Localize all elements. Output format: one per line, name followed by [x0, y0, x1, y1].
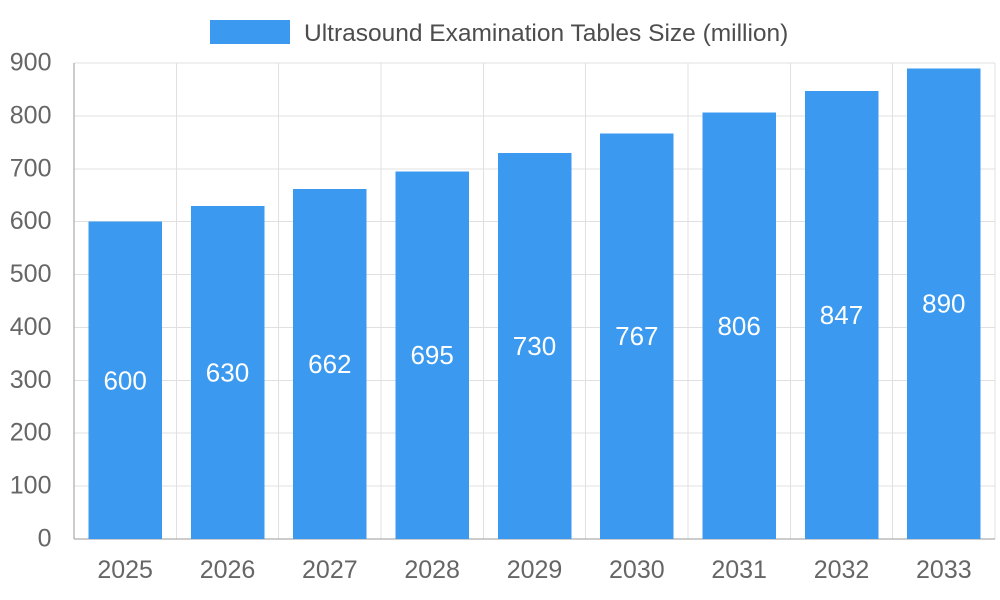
svg-text:2029: 2029 [507, 556, 563, 584]
svg-text:400: 400 [10, 313, 52, 341]
svg-text:806: 806 [717, 311, 760, 341]
svg-text:2032: 2032 [814, 556, 870, 584]
svg-text:767: 767 [615, 321, 658, 351]
svg-text:700: 700 [10, 154, 52, 182]
svg-text:600: 600 [103, 366, 146, 396]
svg-text:730: 730 [513, 331, 556, 361]
svg-text:2031: 2031 [711, 556, 767, 584]
svg-text:662: 662 [308, 349, 351, 379]
svg-text:2025: 2025 [97, 556, 153, 584]
svg-text:2030: 2030 [609, 556, 665, 584]
svg-text:200: 200 [10, 419, 52, 447]
svg-text:2033: 2033 [916, 556, 972, 584]
svg-text:100: 100 [10, 472, 52, 500]
svg-text:800: 800 [10, 101, 52, 129]
svg-text:847: 847 [820, 300, 863, 330]
svg-text:600: 600 [10, 207, 52, 235]
svg-text:890: 890 [922, 289, 965, 319]
svg-text:2028: 2028 [404, 556, 460, 584]
svg-text:300: 300 [10, 366, 52, 394]
svg-text:500: 500 [10, 260, 52, 288]
svg-text:0: 0 [38, 525, 52, 553]
svg-text:630: 630 [206, 358, 249, 388]
svg-text:695: 695 [410, 340, 453, 370]
svg-text:900: 900 [10, 49, 52, 77]
svg-text:2026: 2026 [200, 556, 256, 584]
svg-text:2027: 2027 [302, 556, 358, 584]
